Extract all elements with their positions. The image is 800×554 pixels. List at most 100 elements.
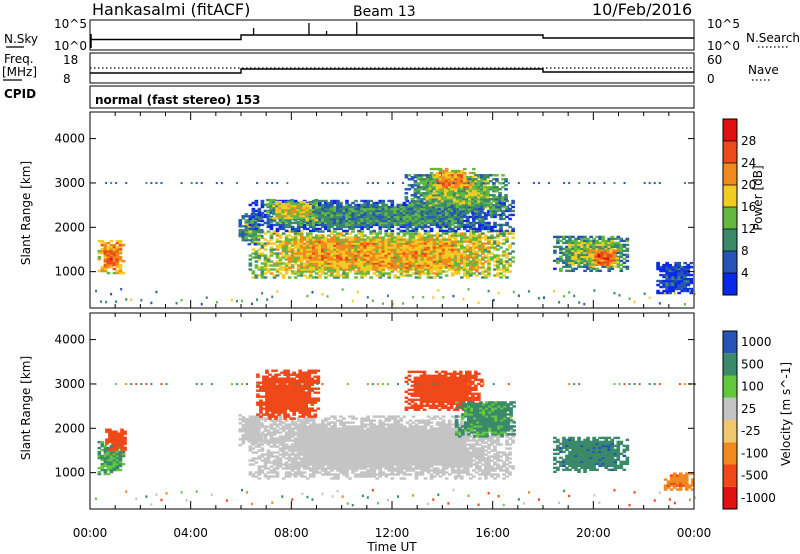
scatter-cell — [106, 265, 111, 269]
scatter-cell — [275, 256, 280, 259]
scatter-cell — [103, 267, 108, 271]
scatter-cell — [426, 230, 431, 233]
scatter-cell — [432, 179, 437, 183]
scatter-cell — [384, 203, 389, 207]
scatter-cell — [565, 255, 569, 259]
scatter-cell — [118, 245, 123, 249]
scatter-cell — [453, 217, 458, 221]
scatter-cell — [281, 447, 286, 450]
scatter-cell — [215, 182, 218, 185]
scatter-cell — [375, 236, 380, 239]
scatter-cell — [426, 272, 431, 275]
scatter-cell — [336, 232, 340, 235]
scatter-cell — [321, 209, 325, 213]
scatter-cell — [284, 457, 289, 460]
scatter-cell — [429, 240, 434, 243]
scatter-cell — [414, 225, 419, 229]
scatter-cell — [112, 452, 117, 456]
scatter-cell — [321, 211, 325, 215]
scatter-cell — [396, 236, 401, 239]
scatter-cell — [671, 267, 675, 271]
scatter-cell — [405, 248, 410, 251]
scatter-cell — [414, 227, 419, 231]
scatter-cell — [281, 208, 285, 212]
scatter-cell — [251, 211, 256, 215]
scatter-cell — [278, 419, 283, 422]
scatter-cell — [462, 246, 467, 249]
scatter-cell — [387, 199, 392, 203]
scatter-cell — [481, 246, 485, 249]
scatter-cell — [425, 176, 430, 179]
scatter-cell — [428, 194, 433, 197]
y-tick-label: 1000 — [54, 265, 85, 279]
scatter-cell — [111, 440, 115, 443]
scatter-cell — [321, 225, 325, 229]
scatter-cell — [251, 209, 256, 213]
scatter-cell — [435, 213, 440, 217]
scatter-cell — [459, 209, 464, 213]
scatter-cell — [428, 174, 433, 177]
scatter-cell — [610, 241, 615, 245]
scatter-cell — [402, 258, 407, 261]
scatter-cell — [390, 223, 395, 227]
scatter-cell — [112, 458, 117, 462]
scatter-cell — [469, 250, 473, 253]
scatter-cell — [402, 274, 407, 277]
scatter-cell — [469, 240, 473, 243]
scatter-cell — [471, 206, 475, 209]
scatter-cell — [111, 448, 115, 451]
scatter-cell — [376, 182, 379, 185]
scatter-cell — [260, 223, 265, 227]
scatter-cell — [465, 268, 470, 271]
scatter-cell — [333, 201, 337, 205]
scatter-cell — [257, 268, 262, 271]
scatter-cell — [496, 236, 500, 239]
scatter-cell — [372, 232, 376, 235]
scatter-cell — [311, 250, 316, 253]
scatter-cell — [601, 265, 606, 269]
scatter-cell — [293, 218, 297, 222]
scatter-cell — [486, 192, 490, 195]
scatter-cell — [272, 455, 277, 458]
scatter-cell — [603, 259, 608, 262]
scatter-cell — [311, 216, 316, 220]
scatter-cell — [321, 248, 325, 251]
scatter-cell — [257, 207, 262, 211]
scatter-cell — [393, 219, 398, 223]
scatter-cell — [553, 245, 557, 249]
scatter-cell — [478, 229, 482, 233]
scatter-cell — [490, 225, 494, 229]
scatter-cell — [595, 249, 599, 253]
scatter-cell — [478, 238, 482, 241]
scatter-cell — [405, 240, 410, 243]
scatter-cell — [423, 213, 428, 217]
scatter-cell — [256, 215, 261, 218]
scatter-cell — [387, 242, 392, 245]
scatter-cell — [348, 260, 352, 263]
scatter-cell — [441, 179, 446, 183]
scatter-cell — [434, 196, 439, 199]
scatter-cell — [444, 219, 449, 223]
scatter-cell — [425, 194, 430, 197]
scatter-cell — [244, 436, 249, 439]
scatter-cell — [453, 205, 458, 209]
nsky-panel: N.Sky 10^5 10^0 10^5 10^0 N.Search — [4, 17, 800, 53]
scatter-cell — [502, 201, 506, 205]
scatter-cell — [402, 211, 407, 215]
scatter-cell — [405, 238, 410, 241]
scatter-cell — [609, 263, 614, 266]
scatter-cell — [327, 223, 331, 227]
scatter-cell — [414, 248, 419, 251]
scatter-cell — [499, 234, 503, 237]
scatter-cell — [422, 204, 427, 207]
scatter-cell — [106, 245, 111, 249]
scatter-cell — [351, 225, 355, 229]
scatter-cell — [408, 250, 413, 253]
scatter-cell — [450, 272, 455, 275]
scatter-cell — [115, 241, 120, 245]
scatter-cell — [354, 213, 358, 217]
scatter-cell — [369, 242, 373, 245]
scatter-cell — [486, 188, 490, 191]
scatter-cell — [114, 448, 118, 451]
scatter-cell — [269, 216, 273, 220]
